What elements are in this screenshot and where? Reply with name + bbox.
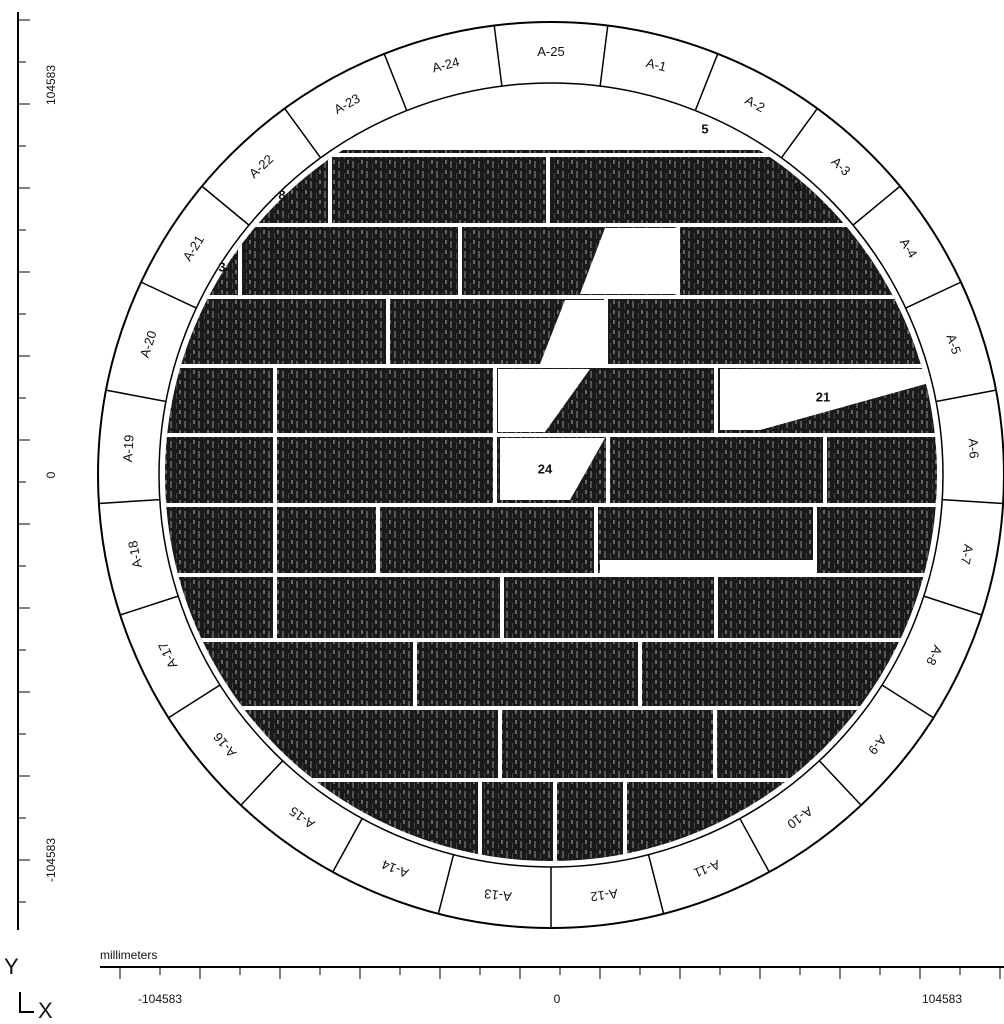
ring-divider — [905, 281, 962, 309]
x-label: X — [38, 998, 53, 1023]
die-field — [165, 89, 937, 861]
ring-divider — [119, 595, 179, 616]
ring-divider — [818, 760, 862, 806]
ring-divider — [493, 25, 503, 87]
ring-divider — [647, 854, 665, 914]
ring-divider — [140, 281, 197, 309]
ring-divider — [240, 760, 284, 806]
empty-dies — [498, 228, 937, 575]
ring-divider — [935, 389, 997, 403]
ring-divider — [852, 185, 901, 226]
ring-divider — [739, 818, 770, 873]
axes — [17, 12, 1004, 1013]
unit-label: millimeters — [100, 948, 157, 962]
x-tick-label: -104583 — [138, 992, 182, 1006]
ring-divider — [383, 53, 408, 111]
ring-label: A-19 — [120, 434, 137, 462]
field-labels: 5 9 8 3 21 24 — [218, 121, 830, 476]
ring-divider — [168, 684, 221, 719]
ring-label: A-1 — [645, 55, 668, 75]
y-tick-label: 104583 — [44, 65, 58, 105]
field-label: 21 — [816, 389, 830, 404]
ring-label: A-12 — [590, 886, 619, 904]
ring-divider — [780, 108, 818, 159]
ring-divider — [694, 53, 719, 111]
field-label: 8 — [278, 187, 285, 202]
ring-label: A-24 — [430, 54, 460, 75]
y-label: Y — [4, 954, 19, 979]
ring-divider — [599, 25, 609, 87]
ring-divider — [942, 498, 1004, 505]
y-tick-label: -104583 — [44, 838, 58, 882]
ring-label: A-7 — [958, 543, 977, 566]
ring-label: A-18 — [125, 539, 145, 569]
ring-label: A-25 — [537, 44, 564, 59]
ring-divider — [98, 498, 160, 505]
y-tick-label: 0 — [44, 471, 58, 478]
field-label: 24 — [538, 461, 553, 476]
field-label: 3 — [218, 259, 225, 274]
ring-label: A-13 — [483, 886, 512, 904]
ring-divider — [105, 389, 167, 403]
xy-corner — [19, 992, 34, 1013]
ring-divider — [437, 854, 455, 914]
x-tick-label: 104583 — [922, 992, 962, 1006]
ring-divider — [201, 185, 250, 226]
field-label: 9 — [794, 179, 801, 194]
ring-divider — [332, 818, 363, 873]
x-tick-label: 0 — [554, 992, 561, 1006]
field-label: 5 — [701, 121, 708, 136]
ring-label: A-5 — [944, 332, 965, 356]
ring-divider — [881, 684, 934, 719]
ring-divider — [923, 595, 983, 616]
ring-label: A-6 — [966, 438, 982, 459]
ring-divider — [284, 108, 322, 159]
